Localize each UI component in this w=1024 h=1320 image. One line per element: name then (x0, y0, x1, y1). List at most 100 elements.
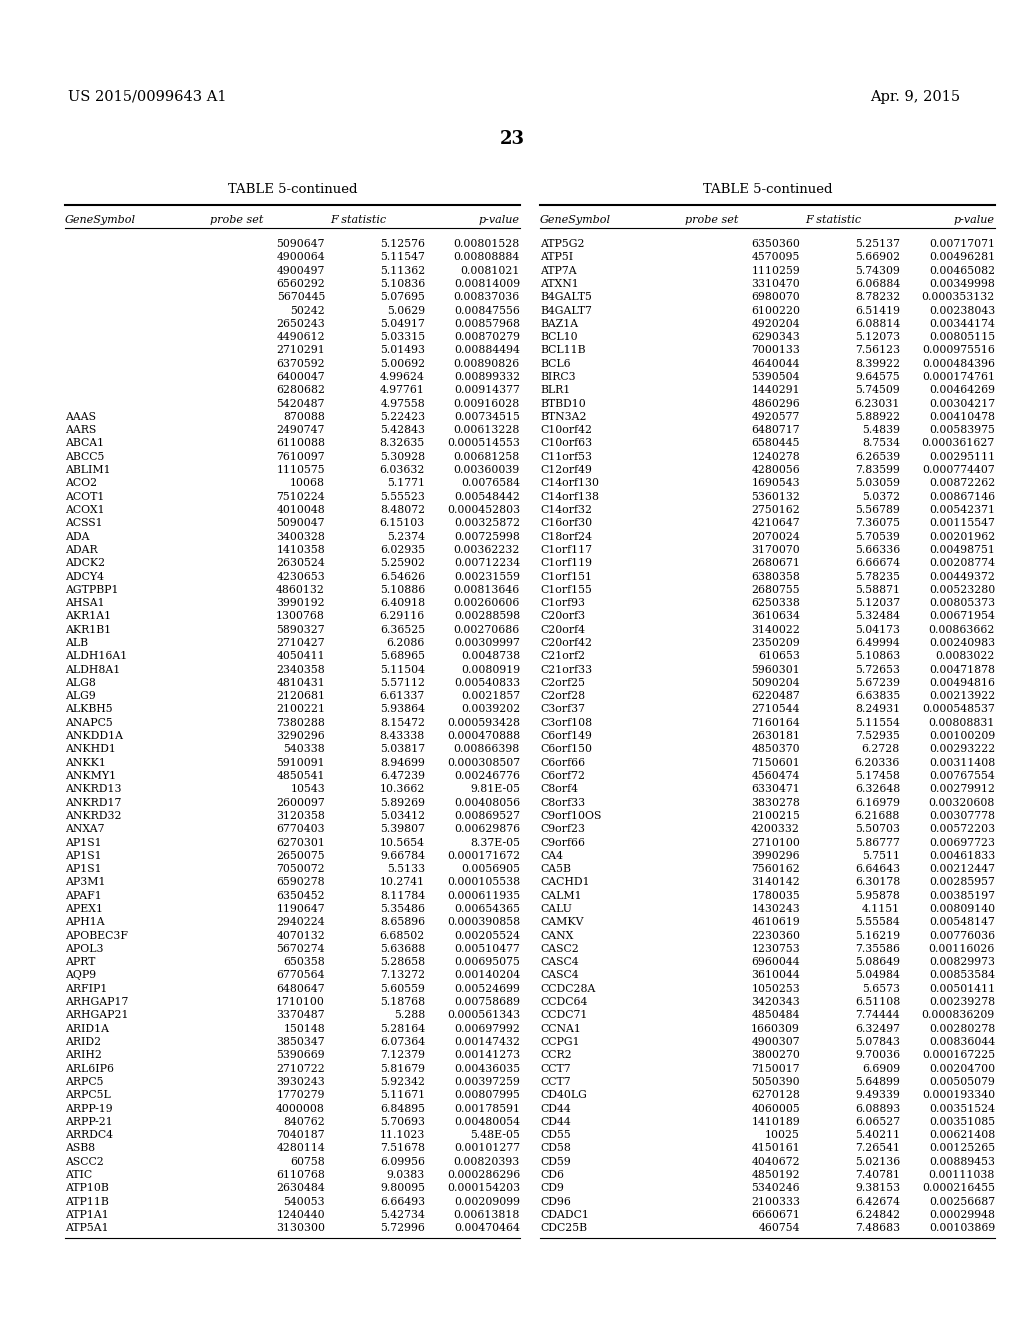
Text: 0.0080919: 0.0080919 (461, 664, 520, 675)
Text: 0.00293222: 0.00293222 (929, 744, 995, 755)
Text: 0.00140204: 0.00140204 (454, 970, 520, 981)
Text: 5.93864: 5.93864 (380, 705, 425, 714)
Text: 6380358: 6380358 (752, 572, 800, 582)
Text: 0.00116026: 0.00116026 (929, 944, 995, 954)
Text: C2orf25: C2orf25 (540, 678, 585, 688)
Text: 0.00212447: 0.00212447 (929, 865, 995, 874)
Text: 4040672: 4040672 (752, 1156, 800, 1167)
Text: 6.08893: 6.08893 (855, 1104, 900, 1114)
Text: p-value: p-value (479, 215, 520, 224)
Text: 6580445: 6580445 (752, 438, 800, 449)
Text: ARPC5L: ARPC5L (65, 1090, 111, 1100)
Text: CD55: CD55 (540, 1130, 570, 1140)
Text: 0.00681258: 0.00681258 (454, 451, 520, 462)
Text: 3400328: 3400328 (276, 532, 325, 541)
Text: AGTPBP1: AGTPBP1 (65, 585, 119, 595)
Text: 0.000470888: 0.000470888 (446, 731, 520, 741)
Text: 6280682: 6280682 (276, 385, 325, 395)
Text: 6.06527: 6.06527 (855, 1117, 900, 1127)
Text: ANKDD1A: ANKDD1A (65, 731, 123, 741)
Text: ALG8: ALG8 (65, 678, 96, 688)
Text: 7.40781: 7.40781 (855, 1170, 900, 1180)
Text: 2710544: 2710544 (752, 705, 800, 714)
Text: ABLIM1: ABLIM1 (65, 465, 111, 475)
Text: 5.32484: 5.32484 (855, 611, 900, 622)
Text: 5.88922: 5.88922 (855, 412, 900, 422)
Text: 0.00436035: 0.00436035 (454, 1064, 520, 1073)
Text: 6.64643: 6.64643 (855, 865, 900, 874)
Text: 2680671: 2680671 (752, 558, 800, 568)
Text: 5670274: 5670274 (276, 944, 325, 954)
Text: 0.0081021: 0.0081021 (461, 265, 520, 276)
Text: 0.00916028: 0.00916028 (454, 399, 520, 409)
Text: B4GALT5: B4GALT5 (540, 292, 592, 302)
Text: CCDC28A: CCDC28A (540, 983, 595, 994)
Text: AP1S1: AP1S1 (65, 865, 101, 874)
Text: 5.35486: 5.35486 (380, 904, 425, 913)
Text: 6.66493: 6.66493 (380, 1197, 425, 1206)
Text: ACOT1: ACOT1 (65, 492, 104, 502)
Text: 0.00256687: 0.00256687 (929, 1197, 995, 1206)
Text: 0.000484396: 0.000484396 (922, 359, 995, 368)
Text: 10.3662: 10.3662 (380, 784, 425, 795)
Text: 3990192: 3990192 (276, 598, 325, 609)
Text: 0.00813646: 0.00813646 (454, 585, 520, 595)
Text: 5.78235: 5.78235 (855, 572, 900, 582)
Text: 5.00692: 5.00692 (380, 359, 425, 368)
Text: 0.00671954: 0.00671954 (929, 611, 995, 622)
Text: C6orf149: C6orf149 (540, 731, 592, 741)
Text: 5.22423: 5.22423 (380, 412, 425, 422)
Text: 0.000514553: 0.000514553 (447, 438, 520, 449)
Text: 0.00101277: 0.00101277 (454, 1143, 520, 1154)
Text: 6960044: 6960044 (752, 957, 800, 968)
Text: TABLE 5-continued: TABLE 5-continued (702, 183, 833, 195)
Text: 0.00857968: 0.00857968 (454, 319, 520, 329)
Text: ALDH16A1: ALDH16A1 (65, 651, 127, 661)
Text: ABCA1: ABCA1 (65, 438, 104, 449)
Text: 0.000353132: 0.000353132 (922, 292, 995, 302)
Text: 5.0629: 5.0629 (387, 305, 425, 315)
Text: 0.00125265: 0.00125265 (929, 1143, 995, 1154)
Text: 0.00725998: 0.00725998 (454, 532, 520, 541)
Text: 3990296: 3990296 (752, 851, 800, 861)
Text: 5.18768: 5.18768 (380, 997, 425, 1007)
Text: 0.00836044: 0.00836044 (929, 1038, 995, 1047)
Text: 0.00240983: 0.00240983 (929, 638, 995, 648)
Text: 2630181: 2630181 (751, 731, 800, 741)
Text: 0.00808884: 0.00808884 (454, 252, 520, 263)
Text: 0.000452803: 0.000452803 (446, 506, 520, 515)
Text: C21orf2: C21orf2 (540, 651, 585, 661)
Text: 2710100: 2710100 (752, 837, 800, 847)
Text: 5.07695: 5.07695 (380, 292, 425, 302)
Text: 0.000611935: 0.000611935 (446, 891, 520, 900)
Text: AKR1A1: AKR1A1 (65, 611, 112, 622)
Text: 10.5654: 10.5654 (380, 837, 425, 847)
Text: 0.00523280: 0.00523280 (929, 585, 995, 595)
Text: 6.66674: 6.66674 (855, 558, 900, 568)
Text: 8.37E-05: 8.37E-05 (470, 837, 520, 847)
Text: 0.00654365: 0.00654365 (454, 904, 520, 913)
Text: 0.00498751: 0.00498751 (929, 545, 995, 554)
Text: 0.00397259: 0.00397259 (454, 1077, 520, 1086)
Text: ANKRD13: ANKRD13 (65, 784, 122, 795)
Text: 5.11362: 5.11362 (380, 265, 425, 276)
Text: 0.00914377: 0.00914377 (454, 385, 520, 395)
Text: 0.00309997: 0.00309997 (454, 638, 520, 648)
Text: 4150161: 4150161 (752, 1143, 800, 1154)
Text: CCPG1: CCPG1 (540, 1038, 580, 1047)
Text: APH1A: APH1A (65, 917, 104, 928)
Text: p-value: p-value (954, 215, 995, 224)
Text: 0.00613228: 0.00613228 (454, 425, 520, 436)
Text: 5.68965: 5.68965 (380, 651, 425, 661)
Text: ATP11B: ATP11B (65, 1197, 109, 1206)
Text: CA5B: CA5B (540, 865, 570, 874)
Text: 650358: 650358 (284, 957, 325, 968)
Text: APRT: APRT (65, 957, 95, 968)
Text: AARS: AARS (65, 425, 96, 436)
Text: 4860132: 4860132 (276, 585, 325, 595)
Text: ATP10B: ATP10B (65, 1183, 109, 1193)
Text: 6.16979: 6.16979 (855, 797, 900, 808)
Text: 6770564: 6770564 (276, 970, 325, 981)
Text: 1410358: 1410358 (276, 545, 325, 554)
Text: C1orf151: C1orf151 (540, 572, 592, 582)
